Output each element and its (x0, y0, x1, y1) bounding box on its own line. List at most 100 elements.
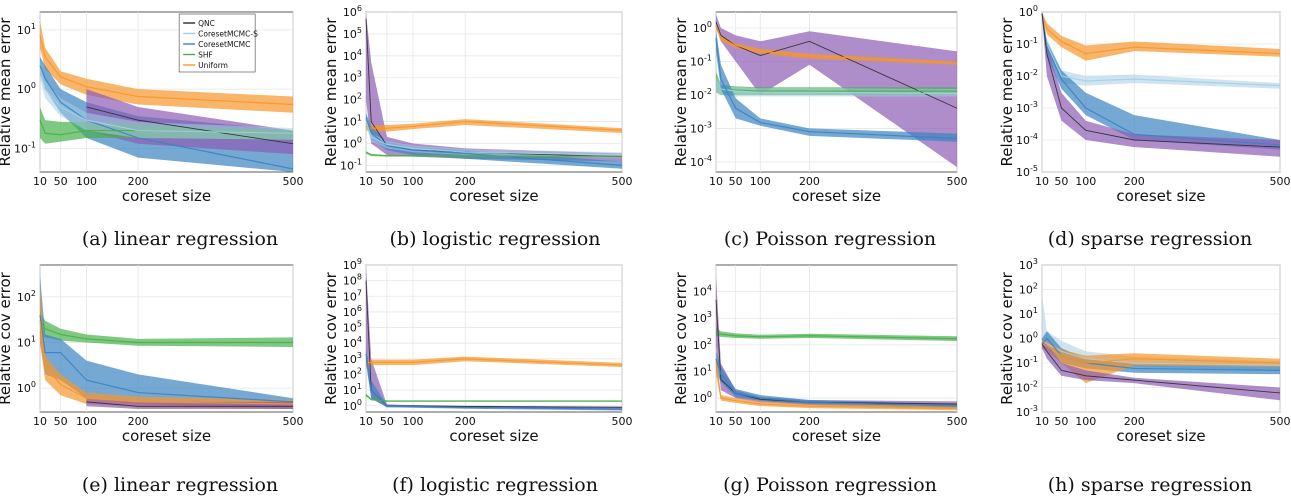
y-tick-label: 106 (343, 304, 362, 319)
x-tick-label: 100 (750, 415, 771, 428)
line-coresetmcmc (39, 65, 294, 170)
y-tick-label: 101 (343, 114, 362, 129)
x-tick-label: 200 (455, 415, 476, 428)
x-tick-label: 10 (709, 415, 723, 428)
y-tick-label: 10-4 (1016, 132, 1038, 147)
y-tick-label: 107 (343, 288, 362, 303)
y-tick-exponent: 3 (357, 351, 362, 360)
y-tick-label: 103 (693, 310, 712, 325)
y-tick-exponent: -2 (704, 87, 712, 96)
y-tick-base: 10 (1019, 6, 1033, 19)
y-tick-base: 10 (1016, 38, 1030, 51)
x-tick-label: 10 (359, 175, 373, 188)
x-axis-label: coreset size (792, 427, 881, 445)
x-tick-label: 200 (799, 175, 820, 188)
y-tick-exponent: 1 (357, 114, 362, 123)
x-tick-label: 500 (612, 175, 633, 188)
band-coresetmcmc (366, 112, 622, 169)
x-tick-label: 500 (947, 415, 968, 428)
y-tick-base: 10 (693, 22, 707, 35)
band-shf (40, 310, 293, 347)
y-tick-base: 10 (17, 83, 31, 96)
y-tick-label: 103 (343, 70, 362, 85)
y-tick-exponent: -1 (28, 140, 36, 149)
x-tick-label: 50 (54, 175, 68, 188)
y-tick-label: 106 (343, 4, 362, 19)
y-tick-exponent: 5 (357, 320, 362, 329)
y-tick-base: 10 (693, 312, 707, 325)
x-tick-label: 200 (455, 175, 476, 188)
y-axis-label: Relative mean error (0, 17, 14, 167)
y-tick-base: 10 (343, 94, 357, 107)
y-tick-label: 101 (343, 382, 362, 397)
y-tick-exponent: 9 (357, 257, 362, 266)
y-tick-base: 10 (343, 322, 357, 335)
y-tick-base: 10 (17, 337, 31, 350)
band-uniform (1042, 12, 1280, 61)
y-tick-exponent: -3 (704, 120, 712, 129)
y-tick-base: 10 (17, 24, 31, 37)
x-tick-label: 500 (283, 175, 304, 188)
line-uniform (715, 363, 958, 410)
x-tick-label: 200 (128, 415, 149, 428)
y-tick-exponent: 1 (1033, 306, 1038, 315)
line-coresetmcmc (1041, 13, 1281, 146)
y-tick-base: 10 (343, 353, 357, 366)
y-tick-label: 10-4 (690, 154, 712, 169)
x-tick-label: 50 (1054, 415, 1068, 428)
y-tick-exponent: -2 (1030, 68, 1038, 77)
caption-e: (e) linear regression (81, 474, 279, 496)
y-tick-exponent: 0 (31, 81, 36, 90)
x-tick-label: 200 (1124, 415, 1145, 428)
legend-label: SHF (198, 51, 213, 60)
caption-g: (g) Poisson regression (723, 474, 937, 496)
y-tick-label: 10-2 (690, 87, 712, 102)
y-tick-exponent: 6 (357, 304, 362, 313)
y-tick-label: 101 (17, 335, 36, 350)
line-qnc (86, 401, 293, 407)
y-tick-base: 10 (343, 306, 357, 319)
y-tick-base: 10 (17, 382, 31, 395)
y-tick-base: 10 (343, 72, 357, 85)
y-tick-label: 104 (343, 335, 362, 350)
y-tick-label: 100 (17, 81, 36, 96)
x-tick-label: 200 (128, 175, 149, 188)
line-qnc (1041, 13, 1281, 148)
y-tick-label: 101 (693, 363, 712, 378)
line-uniform (365, 358, 623, 366)
y-tick-exponent: 0 (1033, 331, 1038, 340)
y-tick-base: 10 (343, 337, 357, 350)
band-uniform (716, 22, 957, 65)
y-tick-label: 102 (1019, 282, 1038, 297)
y-tick-exponent: 0 (707, 20, 712, 29)
caption-c: (c) Poisson regression (723, 228, 937, 250)
y-tick-exponent: 7 (357, 288, 362, 297)
x-tick-label: 50 (54, 415, 68, 428)
band-coresetmcmc-s (40, 60, 293, 140)
y-tick-label: 100 (1019, 4, 1038, 19)
y-tick-exponent: 6 (357, 4, 362, 13)
y-axis-label: Relative mean error (322, 17, 340, 167)
line-coresetmcmc (39, 314, 294, 403)
line-uniform (1041, 13, 1281, 55)
y-tick-label: 10-3 (1016, 404, 1038, 419)
y-tick-label: 100 (343, 135, 362, 150)
line-shf (39, 320, 293, 344)
x-tick-label: 50 (380, 175, 394, 188)
y-tick-exponent: 4 (357, 335, 362, 344)
y-tick-exponent: 2 (1033, 282, 1038, 291)
y-tick-base: 10 (343, 28, 357, 41)
y-tick-base: 10 (690, 156, 704, 169)
y-tick-base: 10 (14, 142, 28, 155)
y-tick-label: 100 (1019, 331, 1038, 346)
legend-label: CoresetMCMC (198, 40, 250, 49)
line-coresetmcmc-s (39, 68, 294, 134)
x-axis-label: coreset size (122, 187, 211, 205)
